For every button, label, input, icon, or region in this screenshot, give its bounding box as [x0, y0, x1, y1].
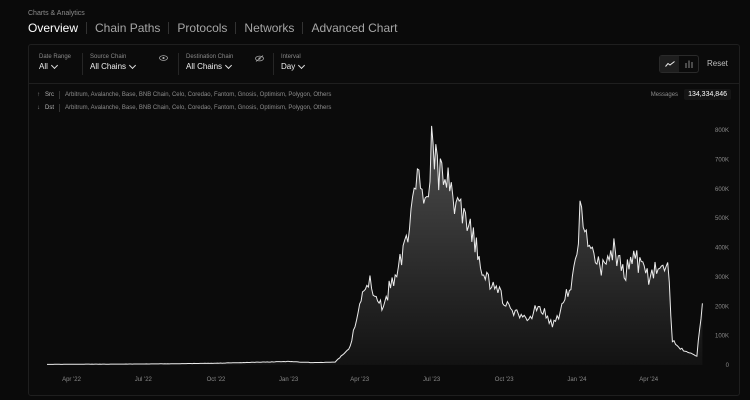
reset-button[interactable]: Reset	[707, 59, 728, 68]
breadcrumb: Charts & Analytics	[28, 10, 85, 17]
x-axis-tick-label: Jan '23	[279, 377, 299, 383]
messages-label: Messages	[650, 91, 679, 98]
x-axis-tick-label: Apr '24	[639, 377, 658, 383]
bar-chart-icon	[685, 60, 692, 68]
tab-overview[interactable]: Overview	[28, 21, 79, 35]
bar-chart-button[interactable]	[679, 56, 698, 72]
line-chart-icon	[664, 61, 675, 67]
y-axis-tick-label: 200K	[715, 304, 729, 310]
y-axis-tick-label: 300K	[715, 275, 729, 281]
y-axis-tick-label: 800K	[715, 128, 729, 134]
chart-panel: Date Range All Source Chain All Chains D…	[28, 44, 740, 396]
src-chain-list: Arbitrum, Avalanche, Base, BNB Chain, Ce…	[65, 92, 332, 98]
line-chart-button[interactable]	[660, 56, 679, 72]
tab-chain-paths[interactable]: Chain Paths	[95, 21, 161, 35]
tab-divider	[235, 22, 237, 34]
tab-divider	[302, 22, 304, 34]
dst-chains-row: ↓ Dst Arbitrum, Avalanche, Base, BNB Cha…	[37, 104, 331, 112]
tab-bar: Overview Chain Paths Protocols Networks …	[28, 20, 406, 36]
chart-type-toggle	[659, 55, 699, 73]
x-axis-tick-label: Oct '22	[207, 377, 226, 383]
x-axis-tick-label: Apr '22	[62, 377, 81, 383]
destination-chain-filter[interactable]: Destination Chain All Chains	[186, 54, 233, 71]
date-range-value: All	[39, 62, 48, 71]
row-divider	[59, 104, 60, 112]
interval-value: Day	[281, 62, 296, 71]
y-axis-tick-label: 0	[726, 363, 730, 369]
filter-divider	[178, 53, 179, 75]
tab-networks[interactable]: Networks	[244, 21, 295, 35]
messages-area-chart[interactable]: 0 100K 200K 300K 400K 500K 600K 700K 800K Apr '2…	[29, 45, 739, 395]
tab-divider	[86, 22, 88, 34]
source-chain-label: Source Chain	[90, 54, 127, 60]
date-range-label: Date Range	[39, 54, 72, 60]
chart-area-fill	[47, 125, 703, 366]
row-divider	[59, 91, 60, 99]
x-axis-tick-label: Jul '22	[135, 377, 153, 383]
messages-value: 134,334,846	[684, 89, 731, 100]
destination-chain-value: All Chains	[186, 62, 223, 71]
src-chains-row: ↑ Src Arbitrum, Avalanche, Base, BNB Cha…	[37, 91, 331, 99]
arrow-up-icon: ↑	[37, 92, 40, 98]
dst-label: Dst	[45, 105, 54, 111]
filter-divider	[273, 53, 274, 75]
source-chain-value: All Chains	[90, 62, 127, 71]
eye-off-icon[interactable]	[255, 55, 264, 62]
x-axis-tick-label: Oct '23	[495, 377, 514, 383]
tab-protocols[interactable]: Protocols	[177, 21, 228, 35]
dst-chain-list: Arbitrum, Avalanche, Base, BNB Chain, Ce…	[65, 105, 332, 111]
eye-icon[interactable]	[159, 55, 168, 61]
destination-chain-label: Destination Chain	[186, 54, 234, 60]
filter-bar: Date Range All Source Chain All Chains D…	[29, 45, 739, 84]
src-label: Src	[45, 92, 54, 98]
x-axis-tick-label: Apr '23	[350, 377, 369, 383]
arrow-down-icon: ↓	[37, 105, 40, 111]
interval-label: Interval	[281, 54, 301, 60]
y-axis-tick-label: 100K	[715, 334, 729, 340]
date-range-filter[interactable]: Date Range All	[39, 54, 71, 71]
y-axis-tick-label: 400K	[715, 246, 729, 252]
y-axis-tick-label: 600K	[715, 187, 729, 193]
tab-advanced-chart[interactable]: Advanced Chart	[311, 21, 398, 35]
filter-divider	[82, 53, 83, 75]
messages-counter: Messages 134,334,846	[651, 89, 731, 100]
chart-series-line	[47, 125, 703, 365]
tab-divider	[168, 22, 170, 34]
interval-filter[interactable]: Interval Day	[281, 54, 306, 71]
source-chain-filter[interactable]: Source Chain All Chains	[90, 54, 137, 71]
x-axis-tick-label: Jan '24	[567, 377, 587, 383]
y-axis-tick-label: 700K	[715, 157, 729, 163]
y-axis-tick-label: 500K	[715, 216, 729, 222]
x-axis-tick-label: Jul '23	[423, 377, 441, 383]
